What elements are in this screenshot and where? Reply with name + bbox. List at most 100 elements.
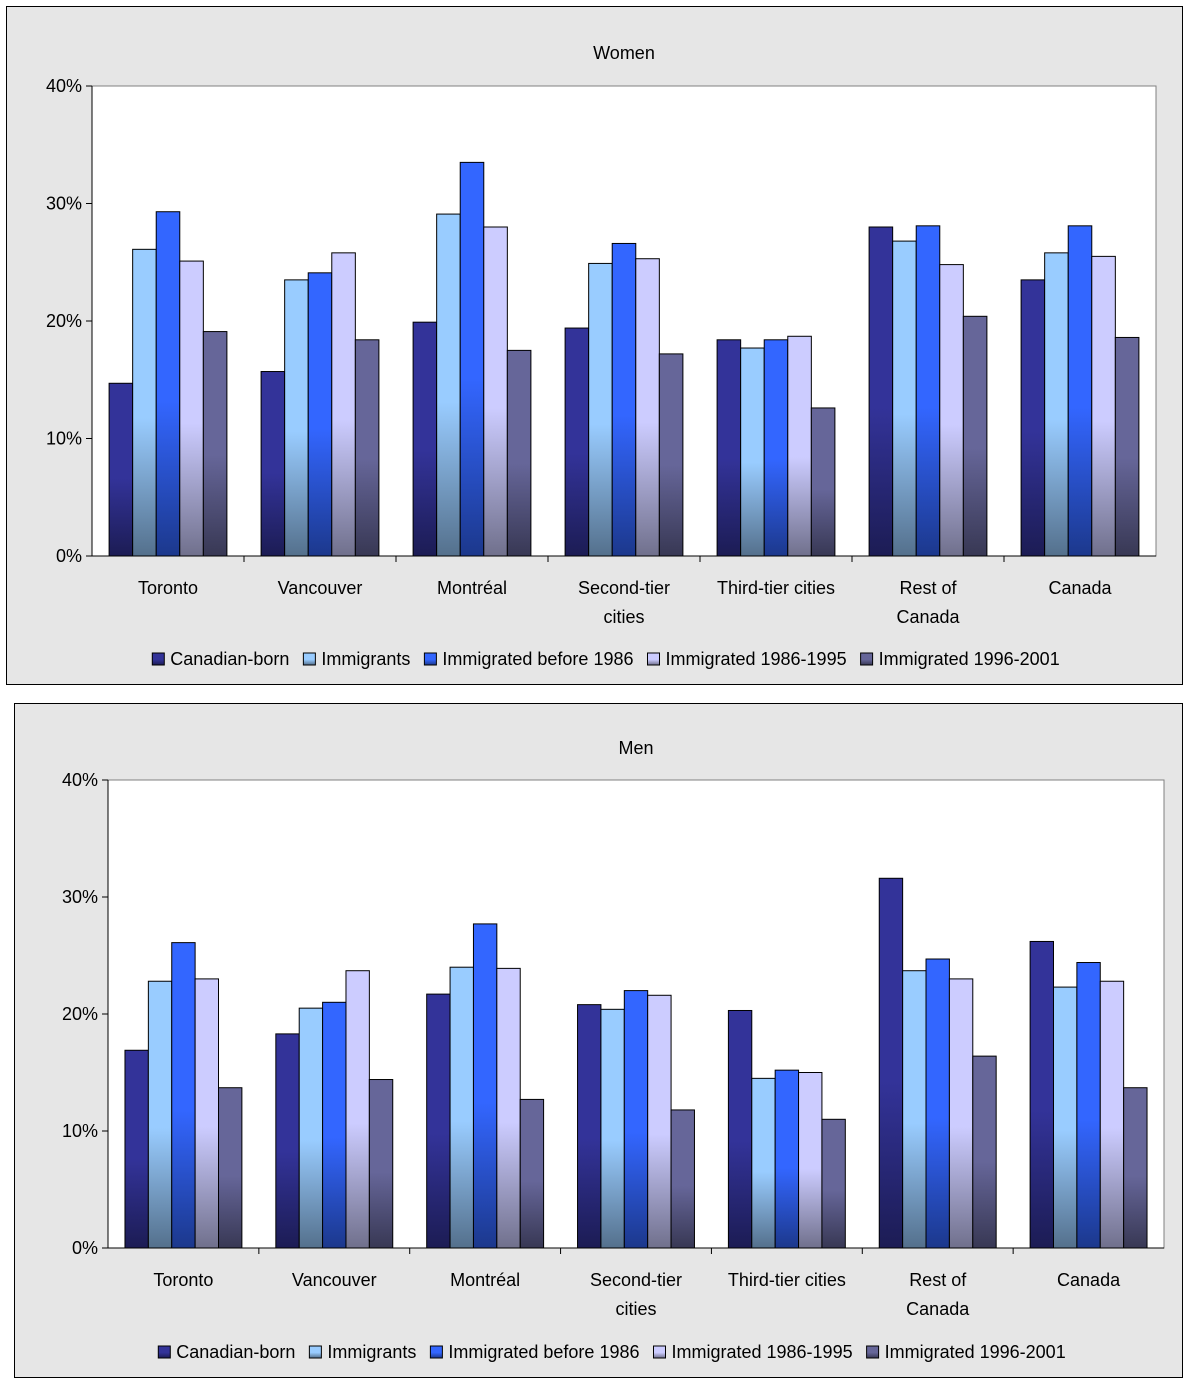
bar-immigrated-1996-2001-vancouver (354, 339, 380, 557)
bar-immigrated-before-1986-second-tier-cities (611, 242, 637, 557)
x-tick-label: Rest of Canada (906, 1270, 970, 1319)
legend-label: Immigrants (327, 1342, 416, 1362)
bar-immigrated-1996-2001-vancouver (368, 1079, 394, 1249)
bar-immigrated-1986-1995-second-tier-cities (635, 258, 660, 557)
bar-immigrated-before-1986-canada (1076, 962, 1101, 1249)
bar-canadian-born-third-tier-cities (716, 339, 742, 557)
x-tick-label: Montréal (437, 578, 507, 598)
x-tick-label: Vancouver (278, 578, 363, 598)
bar-canadian-born-second-tier-cities (577, 1004, 602, 1249)
bar-immigrated-before-1986-vancouver (322, 1001, 347, 1249)
bar-immigrants-montr-al (436, 213, 461, 557)
women-chart-panel: Women 0% 10% 20% 30% 40% Toronto Vancouver Montr… (6, 6, 1183, 685)
y-tick-label: 20% (46, 311, 82, 331)
bar-immigrated-before-1986-third-tier-cities (763, 339, 789, 557)
bar-immigrated-1986-1995-canada (1091, 255, 1116, 557)
legend-swatch (866, 1345, 880, 1359)
bar-immigrated-1996-2001-toronto (202, 331, 228, 557)
bar-canadian-born-montr-al (426, 993, 451, 1249)
bar-immigrated-1986-1995-rest-of-canada (939, 264, 964, 557)
x-tick-label: Montréal (450, 1270, 520, 1290)
bar-canadian-born-third-tier-cities (727, 1009, 753, 1249)
y-tick-label: 10% (62, 1121, 98, 1141)
x-tick-label: Second-tier cities (578, 578, 670, 627)
y-tick-label: 0% (56, 546, 82, 566)
y-tick-label: 0% (72, 1238, 98, 1258)
bar-immigrated-before-1986-vancouver (307, 272, 333, 557)
bar-immigrants-second-tier-cities (600, 1008, 625, 1249)
legend-label: Immigrants (321, 649, 410, 669)
bar-immigrated-1996-2001-canada (1123, 1087, 1148, 1249)
legend-label: Immigrated before 1986 (448, 1342, 639, 1362)
legend-label: Immigrated before 1986 (442, 649, 633, 669)
bar-immigrated-1986-1995-third-tier-cities (798, 1072, 823, 1249)
bar-immigrated-before-1986-canada (1067, 225, 1093, 557)
bar-immigrated-1996-2001-second-tier-cities (670, 1109, 695, 1249)
x-tick-label: Third-tier cities (717, 578, 835, 598)
bar-immigrated-1986-1995-canada (1099, 980, 1125, 1249)
x-tick-label: Toronto (153, 1270, 213, 1290)
legend-swatch (423, 652, 437, 666)
y-tick-label: 30% (46, 194, 82, 214)
bar-immigrated-before-1986-rest-of-canada (915, 225, 941, 557)
y-tick-label: 40% (62, 770, 98, 790)
bar-immigrated-before-1986-rest-of-canada (925, 958, 950, 1249)
bar-immigrated-1986-1995-montr-al (496, 967, 521, 1249)
legend-label: Immigrated 1996-2001 (885, 1342, 1066, 1362)
bar-immigrated-1996-2001-rest-of-canada (972, 1055, 997, 1249)
bar-immigrants-rest-of-canada (902, 970, 927, 1249)
bar-canadian-born-toronto (108, 382, 134, 557)
bar-immigrated-1986-1995-toronto (194, 978, 220, 1249)
x-tick-label: Third-tier cities (728, 1270, 846, 1290)
bar-immigrated-1996-2001-rest-of-canada (962, 315, 988, 557)
bar-canadian-born-toronto (124, 1049, 149, 1249)
bar-immigrated-1986-1995-third-tier-cities (787, 335, 812, 557)
bar-immigrants-second-tier-cities (588, 262, 613, 557)
legend: Canadian-born Immigrants Immigrated before… (151, 649, 1060, 669)
bar-immigrated-1996-2001-toronto (218, 1087, 243, 1249)
bar-immigrated-1996-2001-montr-al (506, 349, 532, 557)
y-tick-label: 20% (62, 1004, 98, 1024)
x-tick-label: Canada (1048, 578, 1112, 598)
bar-immigrated-1986-1995-montr-al (483, 226, 508, 557)
y-tick-label: 40% (46, 76, 82, 96)
bar-immigrated-1996-2001-second-tier-cities (658, 353, 684, 557)
legend-label: Immigrated 1986-1995 (671, 1342, 852, 1362)
bar-immigrated-1996-2001-montr-al (519, 1098, 545, 1249)
legend-swatch (151, 652, 165, 666)
bar-immigrated-1986-1995-toronto (179, 260, 204, 557)
x-tick-label: Vancouver (292, 1270, 377, 1290)
men-chart-panel: Men 0% 10% 20% 30% 40% Toronto Vancouver Montréa… (14, 703, 1183, 1378)
bar-immigrants-rest-of-canada (892, 240, 917, 557)
bar-immigrated-1986-1995-second-tier-cities (647, 994, 672, 1249)
bar-canadian-born-canada (1020, 279, 1046, 557)
x-tick-label: Canada (1057, 1270, 1121, 1290)
legend-swatch (302, 652, 316, 666)
bar-immigrants-vancouver (284, 279, 309, 557)
bar-immigrated-1996-2001-canada (1114, 336, 1140, 557)
bar-immigrants-toronto (147, 980, 173, 1249)
bar-canadian-born-canada (1029, 940, 1054, 1249)
legend-swatch (429, 1345, 443, 1359)
legend-label: Immigrated 1996-2001 (879, 649, 1060, 669)
legend: Canadian-born Immigrants Immigrated before… (157, 1342, 1066, 1362)
legend-swatch (652, 1345, 666, 1359)
men-chart: Men 0% 10% 20% 30% 40% Toronto Vancouver Montréa… (62, 738, 1165, 1362)
legend-swatch (646, 652, 660, 666)
bar-immigrated-1996-2001-third-tier-cities (810, 407, 836, 557)
x-tick-label: Rest of Canada (896, 578, 960, 627)
legend-label: Canadian-born (170, 649, 289, 669)
bar-immigrants-third-tier-cities (740, 347, 765, 557)
bar-canadian-born-vancouver (275, 1033, 300, 1249)
bar-canadian-born-second-tier-cities (564, 327, 590, 557)
y-tick-label: 10% (46, 429, 82, 449)
bar-immigrated-before-1986-toronto (155, 211, 181, 557)
bar-immigrated-1986-1995-vancouver (345, 970, 370, 1249)
bar-immigrants-canada (1052, 986, 1078, 1249)
legend-label: Canadian-born (176, 1342, 295, 1362)
bar-immigrated-1986-1995-rest-of-canada (948, 978, 974, 1249)
bar-immigrated-1986-1995-vancouver (331, 252, 356, 557)
bar-immigrated-1996-2001-third-tier-cities (821, 1118, 846, 1249)
bar-canadian-born-montr-al (412, 321, 438, 557)
bar-immigrants-toronto (132, 248, 157, 557)
